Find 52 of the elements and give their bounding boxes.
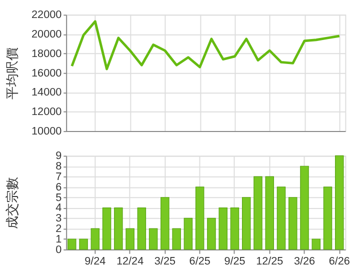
bar [195, 186, 204, 250]
bar [102, 207, 112, 250]
bar [323, 186, 332, 250]
bar [207, 218, 216, 250]
y-tick-label: 9 [56, 150, 62, 162]
bar [312, 238, 320, 250]
x-tick-label: 12/25 [256, 256, 284, 268]
bar [335, 155, 344, 250]
y-tick-label: 2 [56, 223, 62, 236]
bar [114, 207, 123, 250]
bar [254, 176, 262, 250]
bar [218, 207, 228, 250]
bar [265, 176, 274, 250]
bar [160, 197, 170, 250]
bar [230, 207, 240, 250]
x-tick-label: 3/25 [154, 256, 176, 268]
y-tick-label: 22000 [32, 9, 62, 22]
y-tick-label: 12000 [32, 106, 62, 118]
y-axis-title: 成交宗數 [4, 177, 20, 230]
bar [276, 186, 286, 250]
bar [137, 207, 146, 250]
y-tick-label: 10000 [32, 126, 62, 138]
y-tick-label: 6 [56, 181, 62, 194]
bar [242, 197, 251, 250]
bar [90, 228, 100, 250]
y-tick-label: 4 [56, 202, 62, 214]
bar [300, 166, 309, 250]
y-tick-label: 18000 [32, 48, 62, 60]
x-tick-label: 3/26 [294, 256, 316, 268]
x-tick-label: 9/24 [84, 256, 106, 268]
bar [148, 228, 158, 250]
y-tick-label: 8 [56, 160, 62, 173]
y-tick-label: 1 [56, 233, 62, 246]
y-tick-label: 7 [56, 170, 62, 183]
y-tick-label: 14000 [32, 86, 62, 99]
bar [172, 228, 181, 250]
bar [126, 228, 134, 250]
bar [288, 197, 298, 250]
y-tick-label: 5 [56, 192, 62, 204]
bar [68, 238, 76, 250]
y-tick-label: 0 [56, 244, 62, 256]
x-tick-label: 6/26 [328, 256, 350, 268]
x-tick-label: 9/25 [224, 256, 246, 268]
bar [184, 218, 193, 250]
y-tick-label: 20000 [32, 28, 62, 41]
x-tick-label: 12/24 [116, 256, 144, 268]
x-tick-label: 6/25 [189, 256, 210, 268]
line-series [70, 20, 341, 70]
y-tick-label: 16000 [32, 67, 62, 80]
y-tick-label: 3 [56, 212, 62, 225]
bar [79, 238, 88, 250]
y-axis-title: 平均呎價 [4, 47, 20, 100]
